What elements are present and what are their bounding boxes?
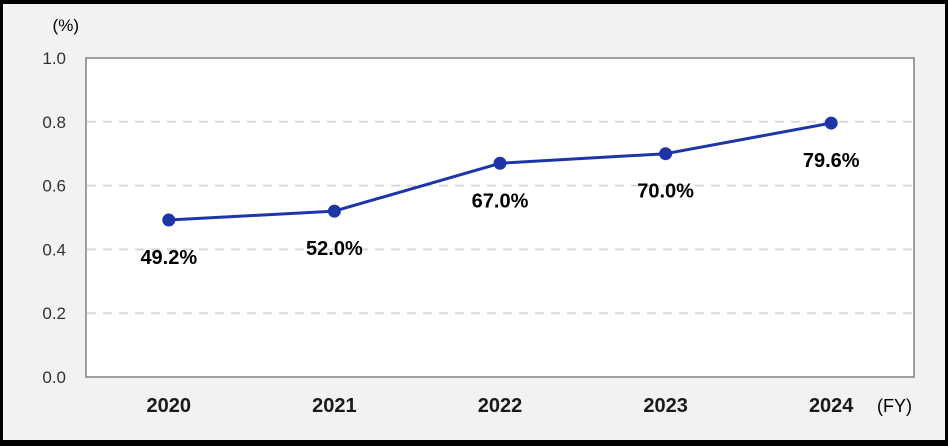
x-tick-label: 2023 [643,395,688,417]
x-tick-label: 2020 [147,395,192,417]
data-point [162,213,176,227]
y-tick-label: 0.4 [42,240,66,259]
y-tick-label: 0.8 [42,113,66,132]
gridlines [87,120,913,315]
data-point-label: 79.6% [803,150,860,172]
x-tick-label: 2021 [312,395,357,417]
y-tick-label: 0.0 [42,368,66,387]
data-point [327,204,341,218]
data-point-label: 67.0% [472,190,529,212]
data-point [824,116,838,130]
y-axis-unit-label: (%) [53,16,79,35]
y-tick-label: 0.6 [42,177,66,196]
x-tick-label: 2024 [809,395,854,417]
data-point-labels: 49.2% 52.0% 67.0% 70.0% 79.6% [140,150,859,269]
y-axis-tick-labels: 0.0 0.2 0.4 0.6 0.8 1.0 [42,49,66,387]
x-axis-unit-label: (FY) [877,396,912,416]
data-points [162,116,838,227]
y-tick-label: 0.2 [42,304,66,323]
x-axis-tick-labels: 2020 2021 2022 2023 2024 [147,395,855,417]
x-tick-label: 2022 [478,395,523,417]
data-point [493,156,507,170]
data-point-label: 52.0% [306,238,363,260]
y-tick-label: 1.0 [42,49,66,68]
data-point [659,147,673,161]
data-point-label: 49.2% [140,247,197,269]
data-point-label: 70.0% [637,181,694,203]
